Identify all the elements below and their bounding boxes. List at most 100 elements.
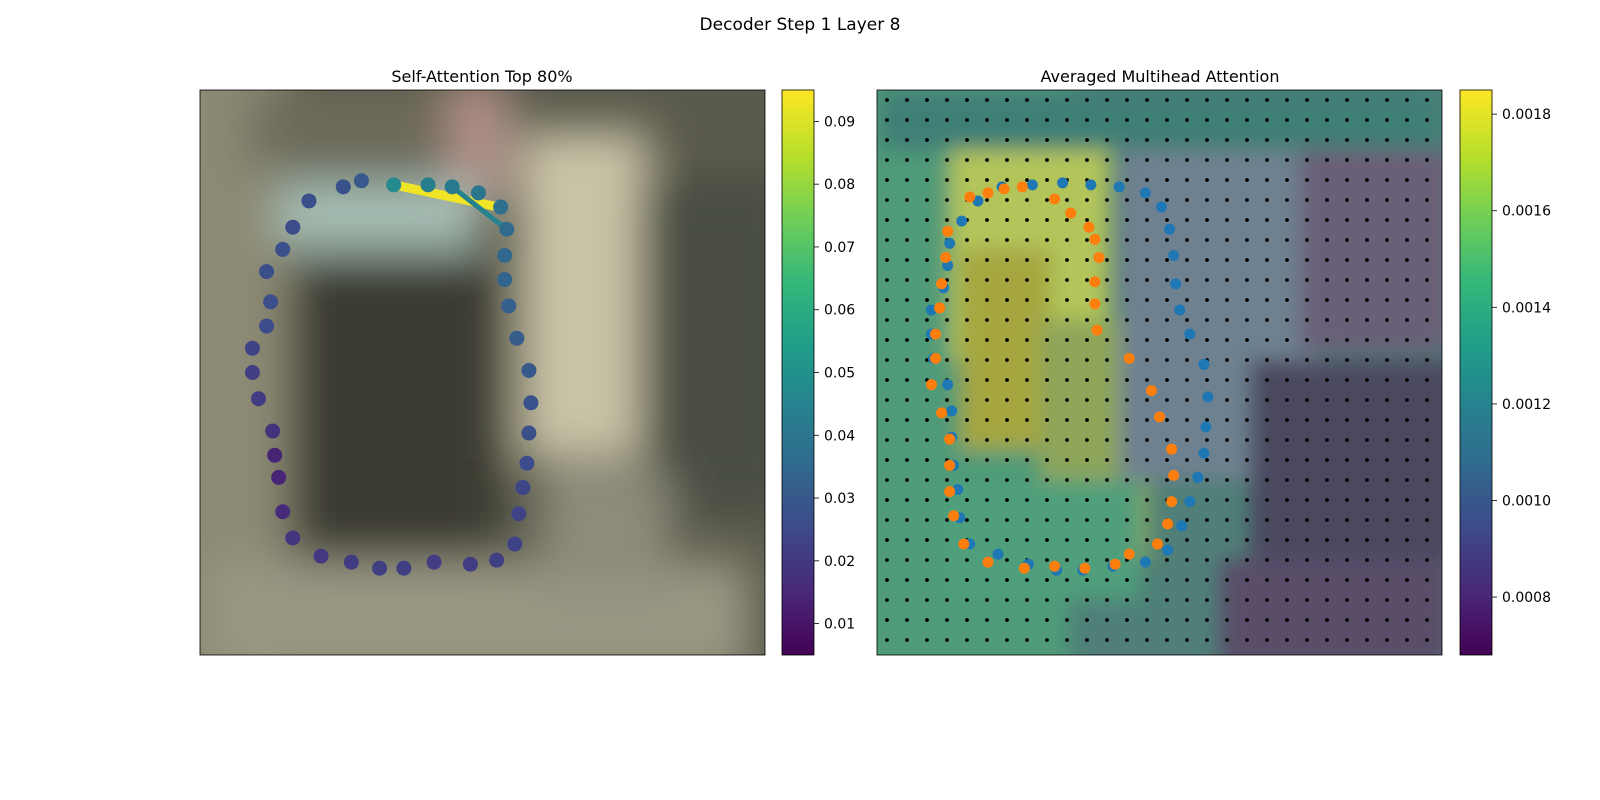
grid-dot	[1105, 638, 1109, 642]
grid-dot	[1345, 458, 1349, 462]
grid-dot	[1105, 118, 1109, 122]
grid-dot	[1145, 478, 1149, 482]
grid-dot	[1105, 578, 1109, 582]
grid-dot	[1185, 398, 1189, 402]
orange-point	[1089, 298, 1101, 310]
grid-dot	[1105, 538, 1109, 542]
grid-dot	[1185, 618, 1189, 622]
grid-dot	[1385, 278, 1389, 282]
grid-dot	[1245, 258, 1249, 262]
grid-dot	[1325, 338, 1329, 342]
grid-dot	[1045, 358, 1049, 362]
grid-dot	[1325, 238, 1329, 242]
grid-dot	[1325, 418, 1329, 422]
grid-dot	[1325, 558, 1329, 562]
grid-dot	[1005, 298, 1009, 302]
orange-point	[1166, 443, 1178, 455]
grid-dot	[1225, 478, 1229, 482]
grid-dot	[1205, 618, 1209, 622]
grid-dot	[925, 258, 929, 262]
grid-dot	[945, 638, 949, 642]
grid-dot	[1425, 638, 1429, 642]
grid-dot	[1065, 458, 1069, 462]
grid-dot	[1085, 378, 1089, 382]
grid-dot	[1345, 318, 1349, 322]
grid-dot	[945, 598, 949, 602]
grid-dot	[1125, 118, 1129, 122]
grid-dot	[1365, 598, 1369, 602]
grid-dot	[1065, 498, 1069, 502]
grid-dot	[1425, 518, 1429, 522]
grid-dot	[1265, 98, 1269, 102]
grid-dot	[945, 138, 949, 142]
grid-dot	[1045, 478, 1049, 482]
grid-dot	[965, 598, 969, 602]
grid-dot	[925, 638, 929, 642]
grid-dot	[925, 498, 929, 502]
grid-dot	[1065, 578, 1069, 582]
grid-dot	[1105, 198, 1109, 202]
grid-dot	[1265, 618, 1269, 622]
orange-point	[940, 251, 952, 263]
grid-dot	[1225, 518, 1229, 522]
grid-dot	[965, 178, 969, 182]
grid-dot	[1285, 498, 1289, 502]
grid-dot	[1205, 558, 1209, 562]
grid-dot	[925, 158, 929, 162]
attention-point	[497, 247, 513, 263]
grid-dot	[1245, 178, 1249, 182]
grid-dot	[1025, 638, 1029, 642]
grid-dot	[1165, 538, 1169, 542]
grid-dot	[885, 538, 889, 542]
grid-dot	[885, 398, 889, 402]
grid-dot	[925, 178, 929, 182]
grid-dot	[1025, 298, 1029, 302]
grid-dot	[1125, 158, 1129, 162]
colorbar-tick-label: 0.08	[824, 177, 855, 193]
grid-dot	[1205, 158, 1209, 162]
attention-point	[420, 177, 436, 193]
grid-dot	[1165, 638, 1169, 642]
grid-dot	[1425, 158, 1429, 162]
grid-dot	[1045, 578, 1049, 582]
grid-dot	[1085, 458, 1089, 462]
grid-dot	[1225, 438, 1229, 442]
grid-dot	[1325, 598, 1329, 602]
grid-dot	[1385, 498, 1389, 502]
grid-dot	[1225, 338, 1229, 342]
grid-dot	[1205, 198, 1209, 202]
grid-dot	[1065, 238, 1069, 242]
grid-dot	[1425, 618, 1429, 622]
grid-dot	[1005, 578, 1009, 582]
grid-dot	[1205, 238, 1209, 242]
grid-dot	[1425, 478, 1429, 482]
grid-dot	[1405, 498, 1409, 502]
grid-dot	[965, 478, 969, 482]
grid-dot	[1265, 218, 1269, 222]
grid-dot	[1085, 318, 1089, 322]
orange-point	[948, 510, 960, 522]
attention-point	[265, 423, 281, 439]
orange-point	[944, 459, 956, 471]
blue-point	[1057, 177, 1069, 189]
grid-dot	[905, 438, 909, 442]
orange-point	[998, 183, 1010, 195]
grid-dot	[1145, 618, 1149, 622]
attention-point	[462, 556, 478, 572]
grid-dot	[1025, 538, 1029, 542]
grid-dot	[925, 538, 929, 542]
grid-dot	[1425, 378, 1429, 382]
attention-point	[263, 294, 279, 310]
grid-dot	[885, 198, 889, 202]
grid-dot	[1245, 138, 1249, 142]
grid-dot	[1305, 438, 1309, 442]
grid-dot	[1225, 538, 1229, 542]
grid-dot	[1285, 458, 1289, 462]
grid-dot	[1025, 458, 1029, 462]
blue-point	[1184, 328, 1196, 340]
attention-point	[267, 447, 283, 463]
grid-dot	[1145, 638, 1149, 642]
left-colorbar: 0.01 0.02 0.03 0.04 0.05 0.06 0.07 0.08 0.09	[781, 89, 855, 656]
grid-dot	[965, 558, 969, 562]
grid-dot	[1425, 98, 1429, 102]
